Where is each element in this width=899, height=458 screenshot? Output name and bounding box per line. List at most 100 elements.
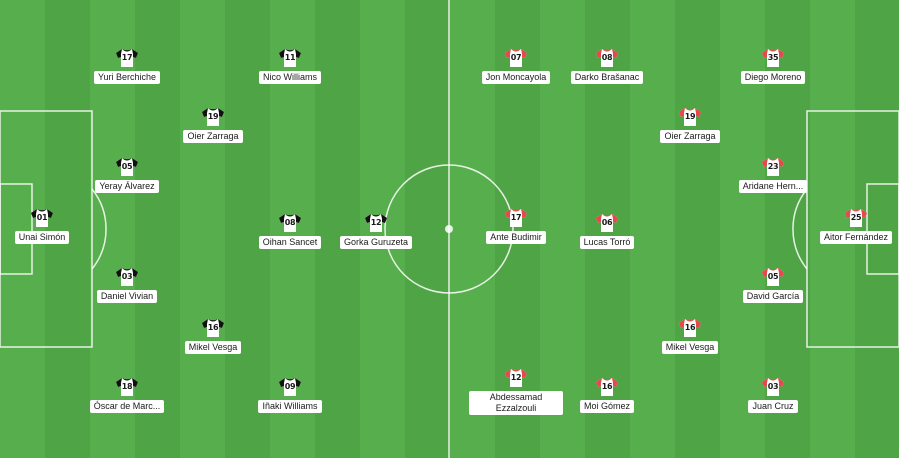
home-player-8[interactable]: 11 Nico Williams (235, 48, 345, 84)
shirt-number: 16 (207, 323, 219, 332)
player-name-label: Abdessamad Ezzalzouli (469, 391, 563, 415)
player-name-label: Diego Moreno (740, 71, 806, 84)
away-player-13[interactable]: 16 Moi Gómez (552, 377, 662, 413)
shirt-icon: 05 (115, 157, 139, 177)
away-player-10[interactable]: 06 Lucas Torró (552, 213, 662, 249)
shirt-number: 19 (684, 112, 696, 121)
away-player-4[interactable]: 05 David García (718, 267, 828, 303)
home-player-9[interactable]: 08 Oihan Sancet (235, 213, 345, 249)
left-penalty-arc (91, 188, 107, 270)
player-name-label: Unai Simón (14, 231, 70, 244)
shirt-icon: 06 (595, 213, 619, 233)
home-player-10[interactable]: 09 Iñaki Williams (235, 377, 345, 413)
away-player-2[interactable]: 35 Diego Moreno (718, 48, 828, 84)
shirt-icon: 18 (115, 377, 139, 397)
shirt-icon: 03 (761, 377, 785, 397)
center-circle (384, 164, 514, 294)
left-penalty-area (0, 110, 93, 348)
player-name-label: Óscar de Marc... (89, 400, 165, 413)
player-name-label: Oihan Sancet (258, 236, 322, 249)
left-goal-area (0, 183, 33, 275)
away-player-1[interactable]: 25 Aitor Fernández (801, 208, 899, 244)
player-name-label: Juan Cruz (748, 400, 798, 413)
player-name-label: Moi Gómez (579, 400, 634, 413)
shirt-icon: 08 (278, 213, 302, 233)
away-player-6[interactable]: 19 Oier Zarraga (635, 107, 745, 143)
shirt-number: 01 (36, 213, 48, 222)
shirt-number: 07 (510, 53, 522, 62)
away-player-12[interactable]: 12 Abdessamad Ezzalzouli (461, 368, 571, 415)
shirt-number: 12 (370, 218, 382, 227)
shirt-icon: 07 (504, 48, 528, 68)
away-player-11[interactable]: 17 Ante Budimir (461, 208, 571, 244)
shirt-number: 17 (510, 213, 522, 222)
home-player-6[interactable]: 19 Oier Zarraga (158, 107, 268, 143)
player-name-label: David García (742, 290, 804, 303)
shirt-number: 16 (684, 323, 696, 332)
player-name-label: Aitor Fernández (819, 231, 893, 244)
player-name-label: Mikel Vesga (184, 341, 242, 354)
shirt-icon: 23 (761, 157, 785, 177)
shirt-number: 09 (284, 382, 296, 391)
shirt-number: 11 (284, 53, 296, 62)
shirt-number: 17 (121, 53, 133, 62)
shirt-number: 35 (767, 53, 779, 62)
player-name-label: Mikel Vesga (661, 341, 719, 354)
player-name-label: Darko Brašanac (570, 71, 644, 84)
away-player-8[interactable]: 07 Jon Moncayola (461, 48, 571, 84)
shirt-icon: 16 (201, 318, 225, 338)
shirt-icon: 12 (504, 368, 528, 388)
shirt-number: 23 (767, 162, 779, 171)
player-name-label: Lucas Torró (579, 236, 635, 249)
player-name-label: Daniel Vivian (96, 290, 158, 303)
shirt-number: 25 (850, 213, 862, 222)
player-name-label: Gorka Guruzeta (339, 236, 413, 249)
shirt-icon: 17 (115, 48, 139, 68)
home-player-4[interactable]: 03 Daniel Vivian (72, 267, 182, 303)
shirt-icon: 05 (761, 267, 785, 287)
player-name-label: Oier Zarraga (660, 130, 720, 143)
shirt-icon: 01 (30, 208, 54, 228)
home-player-2[interactable]: 17 Yuri Berchiche (72, 48, 182, 84)
shirt-number: 16 (601, 382, 613, 391)
home-player-7[interactable]: 16 Mikel Vesga (158, 318, 268, 354)
right-goal-area (866, 183, 899, 275)
shirt-icon: 03 (115, 267, 139, 287)
shirt-icon: 16 (595, 377, 619, 397)
shirt-number: 06 (601, 218, 613, 227)
shirt-icon: 25 (844, 208, 868, 228)
player-name-label: Yeray Álvarez (95, 180, 159, 193)
shirt-icon: 35 (761, 48, 785, 68)
shirt-number: 18 (121, 382, 133, 391)
player-name-label: Ante Budimir (486, 231, 546, 244)
shirt-icon: 08 (595, 48, 619, 68)
home-player-1[interactable]: 01 Unai Simón (0, 208, 97, 244)
shirt-number: 19 (207, 112, 219, 121)
player-name-label: Jon Moncayola (481, 71, 551, 84)
shirt-icon: 09 (278, 377, 302, 397)
shirt-icon: 12 (364, 213, 388, 233)
home-player-3[interactable]: 05 Yeray Álvarez (72, 157, 182, 193)
player-name-label: Aridane Hern... (738, 180, 808, 193)
away-player-3[interactable]: 23 Aridane Hern... (718, 157, 828, 193)
shirt-number: 05 (121, 162, 133, 171)
shirt-icon: 19 (678, 107, 702, 127)
away-player-9[interactable]: 08 Darko Brašanac (552, 48, 662, 84)
home-player-5[interactable]: 18 Óscar de Marc... (72, 377, 182, 413)
home-player-11[interactable]: 12 Gorka Guruzeta (321, 213, 431, 249)
center-spot (445, 225, 453, 233)
player-name-label: Yuri Berchiche (93, 71, 161, 84)
player-name-label: Iñaki Williams (258, 400, 322, 413)
shirt-number: 12 (510, 373, 522, 382)
shirt-icon: 19 (201, 107, 225, 127)
shirt-number: 08 (601, 53, 613, 62)
away-player-5[interactable]: 03 Juan Cruz (718, 377, 828, 413)
right-penalty-arc (792, 188, 808, 270)
shirt-number: 05 (767, 272, 779, 281)
away-player-7[interactable]: 16 Mikel Vesga (635, 318, 745, 354)
right-penalty-area (806, 110, 899, 348)
player-name-label: Nico Williams (259, 71, 321, 84)
shirt-icon: 17 (504, 208, 528, 228)
